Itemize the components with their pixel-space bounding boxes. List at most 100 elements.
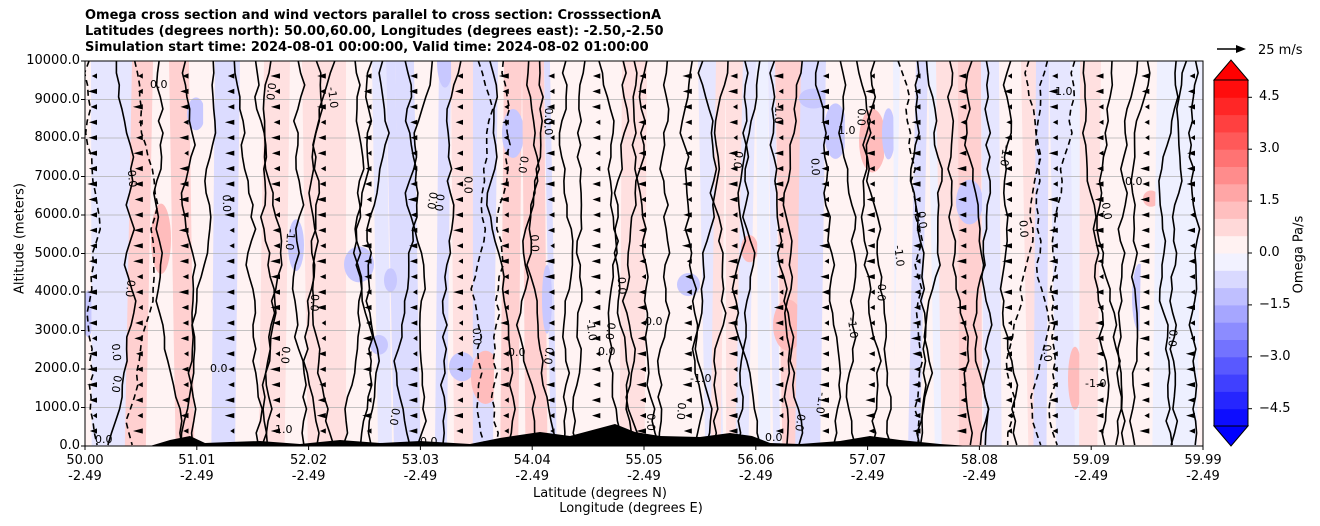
wind-vector	[778, 397, 784, 403]
wind-vector	[365, 73, 372, 79]
wind-vector	[1189, 274, 1195, 280]
x-tick-latitude: 51.01	[178, 453, 216, 468]
wind-vector	[547, 227, 555, 233]
contour-line	[1129, 61, 1151, 446]
x-tick-label: 55.05 -2.49	[604, 453, 684, 485]
wind-vector	[179, 258, 189, 264]
contour-line	[769, 61, 804, 446]
wind-vector	[1052, 181, 1058, 187]
x-tick-latitude: 52.02	[289, 453, 328, 468]
wind-vector	[181, 304, 189, 311]
wind-vector	[89, 258, 97, 264]
wind-vector	[913, 274, 921, 280]
wind-vector	[774, 119, 784, 125]
wind-vector	[911, 150, 921, 156]
wind-vector	[275, 212, 280, 218]
wind-vector	[591, 397, 601, 403]
wind-vector	[184, 351, 189, 357]
wind-vector	[1189, 428, 1195, 434]
wind-vector	[548, 320, 555, 326]
wind-vector	[960, 243, 967, 249]
contour-label: 0.0	[598, 345, 616, 358]
wind-vector	[136, 274, 143, 280]
wind-vector	[728, 413, 738, 419]
contour-line	[485, 61, 516, 446]
wind-vector	[773, 73, 784, 79]
wind-vector	[683, 212, 692, 218]
wind-vector	[727, 320, 738, 326]
wind-vector	[682, 181, 692, 187]
wind-vector	[1049, 397, 1058, 403]
wind-vector	[1005, 397, 1012, 403]
wind-vector	[1004, 212, 1012, 218]
wind-vector	[225, 274, 235, 280]
wind-vector	[1140, 382, 1150, 388]
wind-vector	[224, 119, 235, 125]
wind-vector	[453, 227, 463, 233]
wind-vector	[225, 150, 235, 156]
wind-vector	[503, 135, 509, 141]
colorbar-segment	[1214, 80, 1248, 98]
omega-cell	[882, 108, 895, 160]
wind-vector	[224, 413, 235, 419]
wind-vector	[133, 227, 143, 233]
wind-vector	[1004, 181, 1012, 187]
wind-vector	[549, 88, 555, 94]
wind-vector	[594, 289, 601, 295]
wind-vector	[957, 366, 967, 372]
contour-line	[125, 61, 159, 446]
wind-vector	[89, 119, 97, 125]
x-tick-label: 53.03 -2.49	[380, 453, 460, 485]
wind-vector	[503, 150, 509, 156]
wind-vector	[90, 104, 97, 110]
wind-vector	[457, 104, 463, 110]
wind-vector	[640, 196, 646, 203]
wind-vector	[1052, 428, 1058, 434]
y-tick-label: 3000.0	[34, 322, 81, 338]
wind-vector	[504, 304, 509, 311]
wind-vector	[1007, 320, 1012, 326]
contour-line	[1030, 61, 1051, 446]
x-tick-latitude: 54.04	[513, 453, 551, 468]
wind-vector	[455, 196, 463, 203]
omega-cell	[344, 246, 374, 283]
x-tick-longitude: -2.49	[403, 469, 438, 484]
wind-vector	[1052, 135, 1058, 141]
wind-vector	[776, 227, 784, 233]
x-axis-label-latitude: Latitude (degrees N)	[533, 486, 667, 501]
wind-vector	[865, 150, 875, 156]
wind-vector	[729, 196, 738, 203]
contour-label: 0.0	[263, 82, 278, 101]
chart-subtitle-times: Simulation start time: 2024-08-01 00:00:…	[85, 40, 649, 55]
wind-vector	[869, 166, 875, 172]
colorbar-segment	[1214, 183, 1248, 202]
wind-vector	[410, 119, 418, 125]
wind-vector	[1185, 351, 1195, 357]
wind-vector	[88, 166, 97, 172]
wind-vector	[180, 413, 189, 419]
wind-vector	[728, 428, 738, 434]
wind-vector	[183, 428, 189, 434]
colorbar-segment	[1214, 97, 1248, 116]
wind-vector	[410, 366, 418, 372]
wind-vector	[682, 382, 692, 388]
wind-vector	[1187, 166, 1195, 172]
wind-vector	[640, 366, 646, 372]
x-tick-label: 51.01 -2.49	[157, 453, 237, 485]
x-tick-longitude: -2.49	[515, 469, 549, 484]
wind-vector	[730, 166, 738, 172]
wind-vector	[641, 274, 646, 280]
wind-vector	[961, 335, 967, 341]
wind-vector	[595, 351, 601, 357]
wind-vector	[271, 135, 280, 141]
wind-vector	[1049, 104, 1058, 110]
wind-vector	[686, 335, 692, 341]
wind-vector	[823, 135, 829, 141]
wind-vector	[225, 181, 235, 187]
contour-label: 0.0	[432, 193, 447, 212]
wind-vector	[270, 428, 280, 434]
wind-vector	[229, 227, 235, 233]
wind-vector	[778, 366, 784, 372]
wind-vector	[1187, 227, 1195, 233]
contour-line	[946, 61, 974, 446]
